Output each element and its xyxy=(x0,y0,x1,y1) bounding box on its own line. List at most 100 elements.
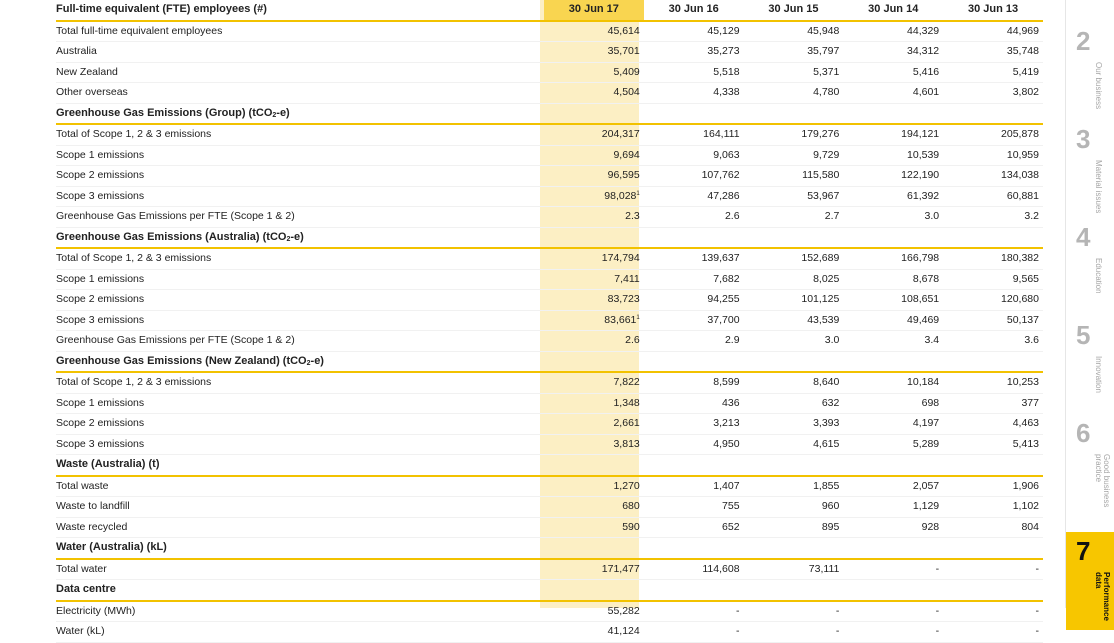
side-tab-2[interactable]: 2 Our business xyxy=(1066,22,1114,120)
row-value: 928 xyxy=(843,517,944,538)
row-label: Scope 2 emissions xyxy=(56,413,544,435)
row-value: - xyxy=(643,600,744,622)
row-value: 37,700 xyxy=(643,310,744,331)
side-tab-number: 5 xyxy=(1076,320,1091,350)
row-value: 61,392 xyxy=(843,186,944,207)
row-value: 2.3 xyxy=(543,206,644,228)
table-row: Scope 2 emissions 83,723 94,255 101,125 108,… xyxy=(56,289,1043,311)
row-label: Total water xyxy=(56,558,544,580)
row-value: 194,121 xyxy=(843,124,944,146)
row-value: 41,124 xyxy=(543,621,644,643)
side-tab-number: 7 xyxy=(1076,536,1091,566)
row-value: 3.0 xyxy=(743,330,844,352)
section-spacer xyxy=(743,537,844,560)
data-table-area: Full-time equivalent (FTE) employees (#)… xyxy=(56,0,1043,643)
row-value: 204,317 xyxy=(543,124,644,146)
row-value: 83,6611 xyxy=(543,310,644,331)
row-value: 10,253 xyxy=(943,372,1043,394)
row-value: 4,615 xyxy=(743,434,844,455)
section-spacer xyxy=(843,454,944,477)
row-label: Waste recycled xyxy=(56,517,544,538)
side-tab-partial[interactable] xyxy=(1066,0,1114,12)
side-tab-4[interactable]: 4 Education xyxy=(1066,218,1114,316)
row-value: 45,129 xyxy=(643,20,744,42)
section-spacer xyxy=(543,103,644,125)
side-tab-6[interactable]: 6 Good business practice xyxy=(1066,414,1114,512)
row-label: Water (kL) xyxy=(56,621,544,643)
row-value: 60,881 xyxy=(943,186,1043,207)
side-tab-5[interactable]: 5 Innovation xyxy=(1066,316,1114,414)
row-value: 43,539 xyxy=(743,310,844,331)
table-row: Scope 2 emissions 2,661 3,213 3,393 4,197 4,4… xyxy=(56,413,1043,435)
row-value: 53,967 xyxy=(743,186,844,207)
row-label: Total of Scope 1, 2 & 3 emissions xyxy=(56,372,544,394)
row-value: 10,539 xyxy=(843,145,944,166)
row-label: Scope 3 emissions xyxy=(56,310,544,331)
row-value: 680 xyxy=(543,496,644,518)
row-value: 55,282 xyxy=(543,600,644,622)
table-row: Total of Scope 1, 2 & 3 emissions 174,794… xyxy=(56,248,1043,270)
row-value: 3,813 xyxy=(543,434,644,455)
row-value: 4,950 xyxy=(643,434,744,455)
row-value: 5,518 xyxy=(643,62,744,83)
section-spacer xyxy=(743,227,844,249)
year-header: 30 Jun 16 xyxy=(643,0,744,22)
section-spacer xyxy=(943,227,1043,249)
table-row: Electricity (MWh) 55,282- - - - xyxy=(56,600,1043,622)
side-tab-3[interactable]: 3 Material issues xyxy=(1066,120,1114,218)
row-value: 5,371 xyxy=(743,62,844,83)
section-spacer xyxy=(743,579,844,602)
row-value: 1,407 xyxy=(643,475,744,497)
row-value: 50,137 xyxy=(943,310,1043,331)
row-value: 2,057 xyxy=(843,475,944,497)
row-value: 94,255 xyxy=(643,289,744,311)
table-row: Other overseas 4,504 4,338 4,780 4,601 3,802 xyxy=(56,82,1043,104)
row-value: 7,822 xyxy=(543,372,644,394)
row-value: 139,637 xyxy=(643,248,744,270)
section-title: Greenhouse Gas Emissions (New Zealand) (… xyxy=(56,351,544,373)
side-tab-7[interactable]: 7 Performance data xyxy=(1066,532,1114,630)
row-label: Scope 3 emissions xyxy=(56,434,544,455)
section-spacer xyxy=(843,579,944,602)
section-title: Water (Australia) (kL) xyxy=(56,537,544,560)
row-value: 45,948 xyxy=(743,20,844,42)
row-value: - xyxy=(943,558,1043,580)
row-value: 4,780 xyxy=(743,82,844,104)
side-tab-label: Performance data xyxy=(1094,572,1110,621)
table-row: Water (kL) 41,124- - - - xyxy=(56,621,1043,643)
table-row: Total full-time equivalent employees 45,6… xyxy=(56,20,1043,42)
row-label: Other overseas xyxy=(56,82,544,104)
row-label: Electricity (MWh) xyxy=(56,600,544,622)
row-value: 1,270 xyxy=(543,475,644,497)
row-value: 114,608 xyxy=(643,558,744,580)
row-value: 2,661 xyxy=(543,413,644,435)
table-row: Scope 2 emissions 96,595 107,762 115,580 122… xyxy=(56,165,1043,187)
section-spacer xyxy=(843,227,944,249)
row-value: 895 xyxy=(743,517,844,538)
side-tab-label: Education xyxy=(1094,258,1102,294)
row-value: 5,289 xyxy=(843,434,944,455)
row-value: 2.9 xyxy=(643,330,744,352)
row-value: 49,469 xyxy=(843,310,944,331)
subscript: 2 xyxy=(272,111,277,119)
table-row: New Zealand 5,409 5,518 5,371 5,416 5,419 xyxy=(56,62,1043,83)
section-spacer xyxy=(743,351,844,373)
row-value: 652 xyxy=(643,517,744,538)
row-value: 134,038 xyxy=(943,165,1043,187)
row-value: - xyxy=(943,621,1043,643)
row-value: 35,273 xyxy=(643,41,744,63)
side-tab-label: Material issues xyxy=(1094,160,1102,214)
subscript: 2 xyxy=(306,359,311,367)
row-label: Scope 1 emissions xyxy=(56,393,544,414)
row-value: 3.4 xyxy=(843,330,944,352)
row-value: 3.6 xyxy=(943,330,1043,352)
row-label: Scope 2 emissions xyxy=(56,165,544,187)
section-spacer xyxy=(943,579,1043,602)
section-spacer xyxy=(643,454,744,477)
row-value: 698 xyxy=(843,393,944,414)
year-header: 30 Jun 14 xyxy=(843,0,944,22)
row-value: - xyxy=(843,621,944,643)
section-spacer xyxy=(543,454,644,477)
row-value: 108,651 xyxy=(843,289,944,311)
row-value: 2.6 xyxy=(643,206,744,228)
